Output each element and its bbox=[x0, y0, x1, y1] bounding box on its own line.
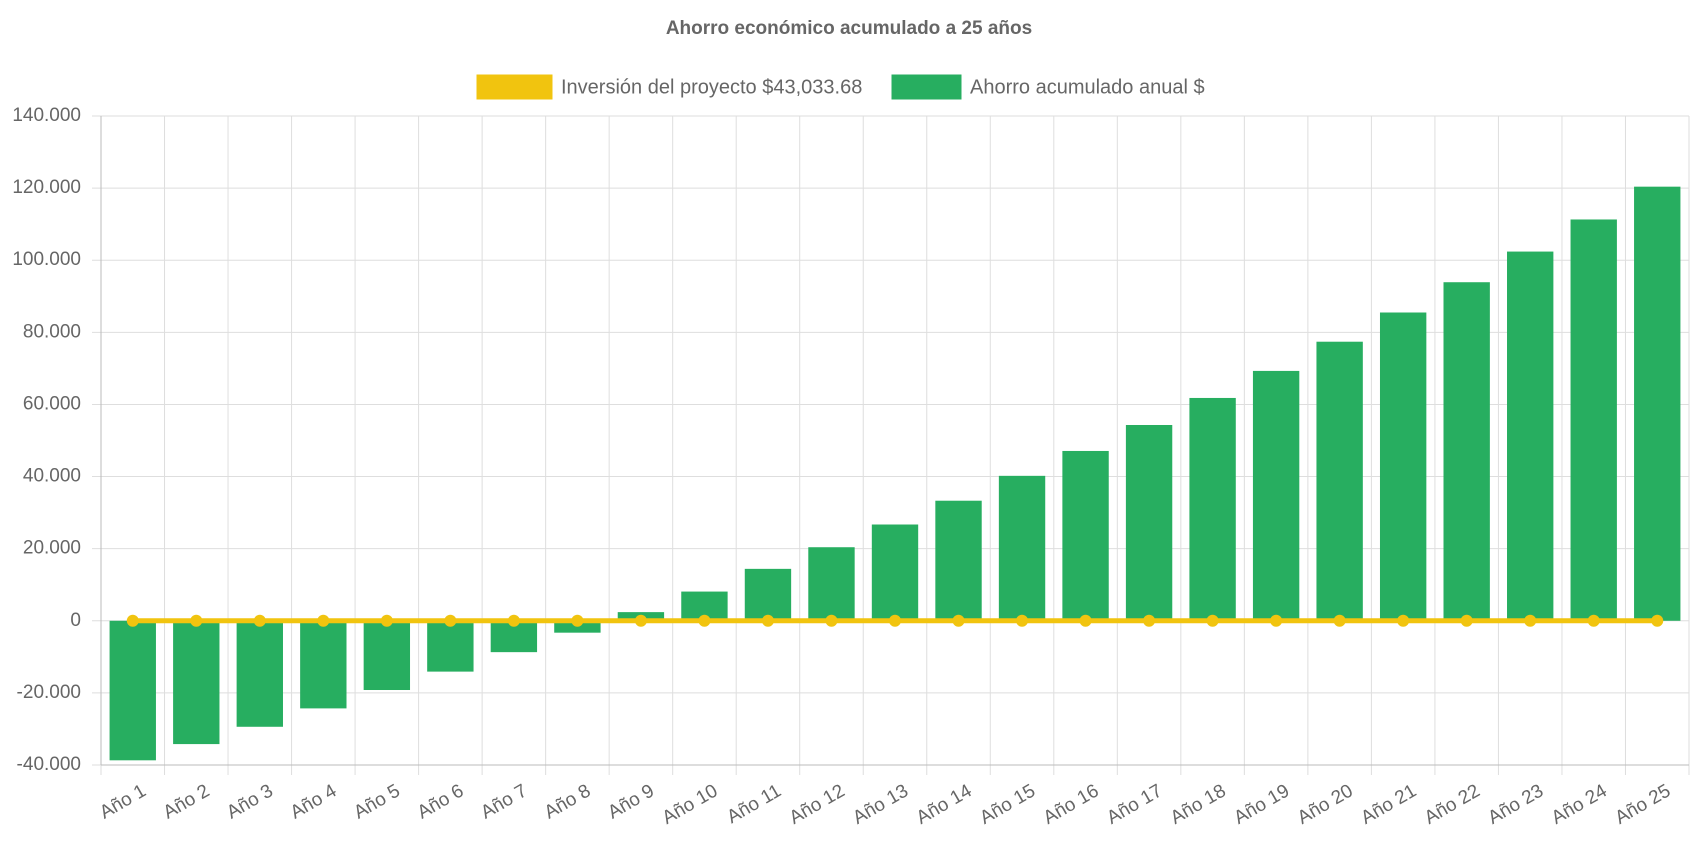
x-tick-label: Año 1 bbox=[96, 780, 150, 823]
line-point bbox=[1143, 614, 1156, 627]
y-tick-label: 140.000 bbox=[12, 105, 81, 126]
x-tick-label: Año 12 bbox=[786, 780, 849, 828]
legend-label: Inversión del proyecto $43,033.68 bbox=[561, 76, 862, 98]
bar bbox=[808, 547, 855, 621]
line-point bbox=[317, 614, 330, 627]
x-tick-label: Año 7 bbox=[477, 780, 531, 823]
line-point bbox=[1460, 614, 1473, 627]
bar bbox=[744, 568, 792, 621]
bar bbox=[236, 620, 283, 727]
x-tick-label: Año 18 bbox=[1167, 780, 1230, 828]
line-point bbox=[1524, 614, 1537, 627]
bar bbox=[1125, 424, 1173, 621]
x-tick-label: Año 15 bbox=[976, 780, 1039, 828]
x-tick-label: Año 2 bbox=[160, 780, 214, 823]
x-tick-label: Año 19 bbox=[1230, 780, 1293, 828]
y-tick-label: 40.000 bbox=[23, 466, 81, 487]
line-point bbox=[190, 614, 203, 627]
line-point bbox=[380, 614, 393, 627]
x-tick-label: Año 8 bbox=[541, 780, 595, 823]
bar bbox=[173, 620, 220, 745]
x-tick-label: Año 20 bbox=[1294, 780, 1357, 828]
bar bbox=[109, 620, 156, 761]
x-tick-label: Año 11 bbox=[724, 780, 785, 828]
line-point bbox=[1397, 614, 1410, 627]
legend-swatch bbox=[476, 74, 553, 100]
bar bbox=[871, 524, 919, 621]
y-tick-label: 100.000 bbox=[12, 249, 81, 270]
line-point bbox=[1333, 614, 1346, 627]
bar bbox=[935, 500, 982, 621]
line-point bbox=[1651, 614, 1664, 627]
line-point bbox=[825, 614, 838, 627]
y-tick-label: 60.000 bbox=[23, 393, 81, 414]
y-tick-label: 80.000 bbox=[23, 321, 81, 342]
x-tick-label: Año 21 bbox=[1358, 780, 1421, 828]
bar bbox=[1316, 341, 1363, 621]
x-tick-label: Año 3 bbox=[223, 780, 277, 823]
line-point bbox=[1206, 614, 1219, 627]
y-tick-label: 120.000 bbox=[12, 177, 81, 198]
y-tick-label: 20.000 bbox=[23, 538, 81, 559]
bar bbox=[363, 620, 411, 691]
x-tick-label: Año 10 bbox=[659, 780, 722, 828]
line-point bbox=[761, 614, 774, 627]
bar bbox=[427, 620, 474, 672]
bar bbox=[1634, 186, 1681, 621]
x-tick-label: Año 17 bbox=[1103, 780, 1166, 828]
line-point bbox=[1079, 614, 1092, 627]
bar bbox=[1189, 397, 1236, 621]
chart-title: Ahorro económico acumulado a 25 años bbox=[666, 18, 1032, 39]
bar bbox=[1062, 450, 1109, 621]
bar bbox=[300, 620, 347, 709]
legend-swatch bbox=[891, 74, 962, 100]
bar bbox=[1443, 282, 1490, 621]
x-tick-label: Año 24 bbox=[1548, 780, 1611, 829]
bar bbox=[998, 475, 1046, 621]
line-point bbox=[444, 614, 457, 627]
bar bbox=[1507, 251, 1554, 621]
x-tick-label: Año 4 bbox=[287, 780, 341, 823]
line-point bbox=[507, 614, 520, 627]
legend-label: Ahorro acumulado anual $ bbox=[970, 76, 1205, 98]
line-point bbox=[952, 614, 965, 627]
line-point bbox=[889, 614, 901, 627]
x-tick-label: Año 22 bbox=[1421, 780, 1484, 828]
y-tick-label: -40.000 bbox=[17, 754, 81, 775]
line-point bbox=[253, 614, 266, 627]
bar bbox=[1379, 312, 1427, 621]
x-tick-label: Año 5 bbox=[350, 780, 404, 823]
x-tick-label: Año 9 bbox=[604, 780, 658, 823]
x-tick-label: Año 16 bbox=[1040, 780, 1103, 828]
line-point bbox=[1270, 614, 1283, 627]
x-tick-label: Año 14 bbox=[913, 780, 976, 829]
x-tick-label: Año 13 bbox=[849, 780, 912, 828]
x-tick-label: Año 25 bbox=[1612, 780, 1675, 828]
line-point bbox=[1016, 614, 1029, 627]
line-point bbox=[1587, 614, 1600, 627]
line-point bbox=[634, 614, 647, 627]
x-tick-label: Año 23 bbox=[1485, 780, 1548, 828]
y-tick-label: 0 bbox=[70, 610, 81, 631]
line-point bbox=[126, 614, 139, 627]
line-point bbox=[698, 614, 711, 627]
bar bbox=[1570, 219, 1617, 621]
y-tick-label: -20.000 bbox=[17, 682, 81, 703]
x-tick-label: Año 6 bbox=[414, 780, 468, 823]
line-point bbox=[571, 614, 584, 627]
bar bbox=[1252, 370, 1300, 621]
